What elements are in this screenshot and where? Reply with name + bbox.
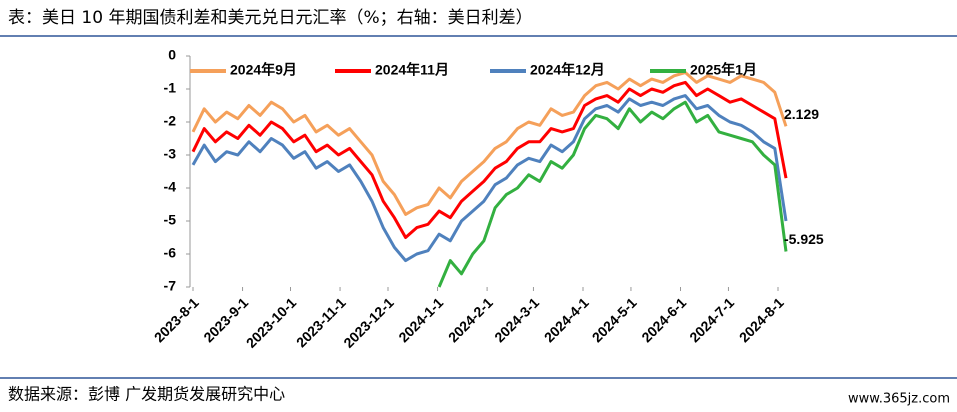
legend-label: 2025年1月	[690, 62, 757, 78]
y-tick-label: -2	[164, 113, 177, 129]
x-tick-label: 2024-2-1	[445, 294, 496, 345]
y-tick-label: -3	[164, 146, 177, 162]
legend-label: 2024年9月	[230, 62, 297, 78]
y-tick-label: -7	[164, 278, 177, 294]
legend-label: 2024年11月	[375, 62, 449, 78]
annotation: 2.129	[784, 106, 819, 122]
x-tick-label: 2024-8-1	[736, 294, 787, 345]
legend-label: 2024年12月	[530, 62, 605, 78]
x-tick-label: 2023-8-1	[151, 294, 202, 345]
y-tick-label: -1	[164, 80, 177, 96]
x-tick-label: 2024-4-1	[541, 294, 592, 345]
series-line	[191, 94, 788, 263]
y-tick-label: 0	[168, 47, 176, 63]
y-tick-label: -6	[164, 245, 177, 261]
series-line	[191, 80, 788, 239]
y-tick-label: -4	[164, 179, 177, 195]
x-tick-label: 2024-5-1	[589, 294, 640, 345]
series-line	[437, 100, 788, 288]
source: 数据来源：彭博 广发期货发展研究中心	[8, 385, 285, 404]
y-tick-label: -5	[164, 212, 177, 228]
x-tick-label: 2024-3-1	[491, 294, 542, 345]
series-line	[191, 71, 788, 216]
chart-title: 表：美日 10 年期国债利差和美元兑日元汇率（%；右轴：美日利差）	[8, 8, 533, 28]
x-tick-label: 2023-10-1	[243, 294, 300, 351]
x-tick-label: 2024-7-1	[686, 294, 737, 345]
x-tick-label: 2024-1-1	[395, 294, 446, 345]
x-tick-label: 2023-12-1	[340, 294, 397, 351]
x-tick-label: 2024-6-1	[638, 294, 689, 345]
x-tick-label: 2023-11-1	[293, 294, 349, 350]
annotation: -5.925	[784, 231, 824, 247]
watermark: www.365jz.com	[848, 392, 950, 407]
